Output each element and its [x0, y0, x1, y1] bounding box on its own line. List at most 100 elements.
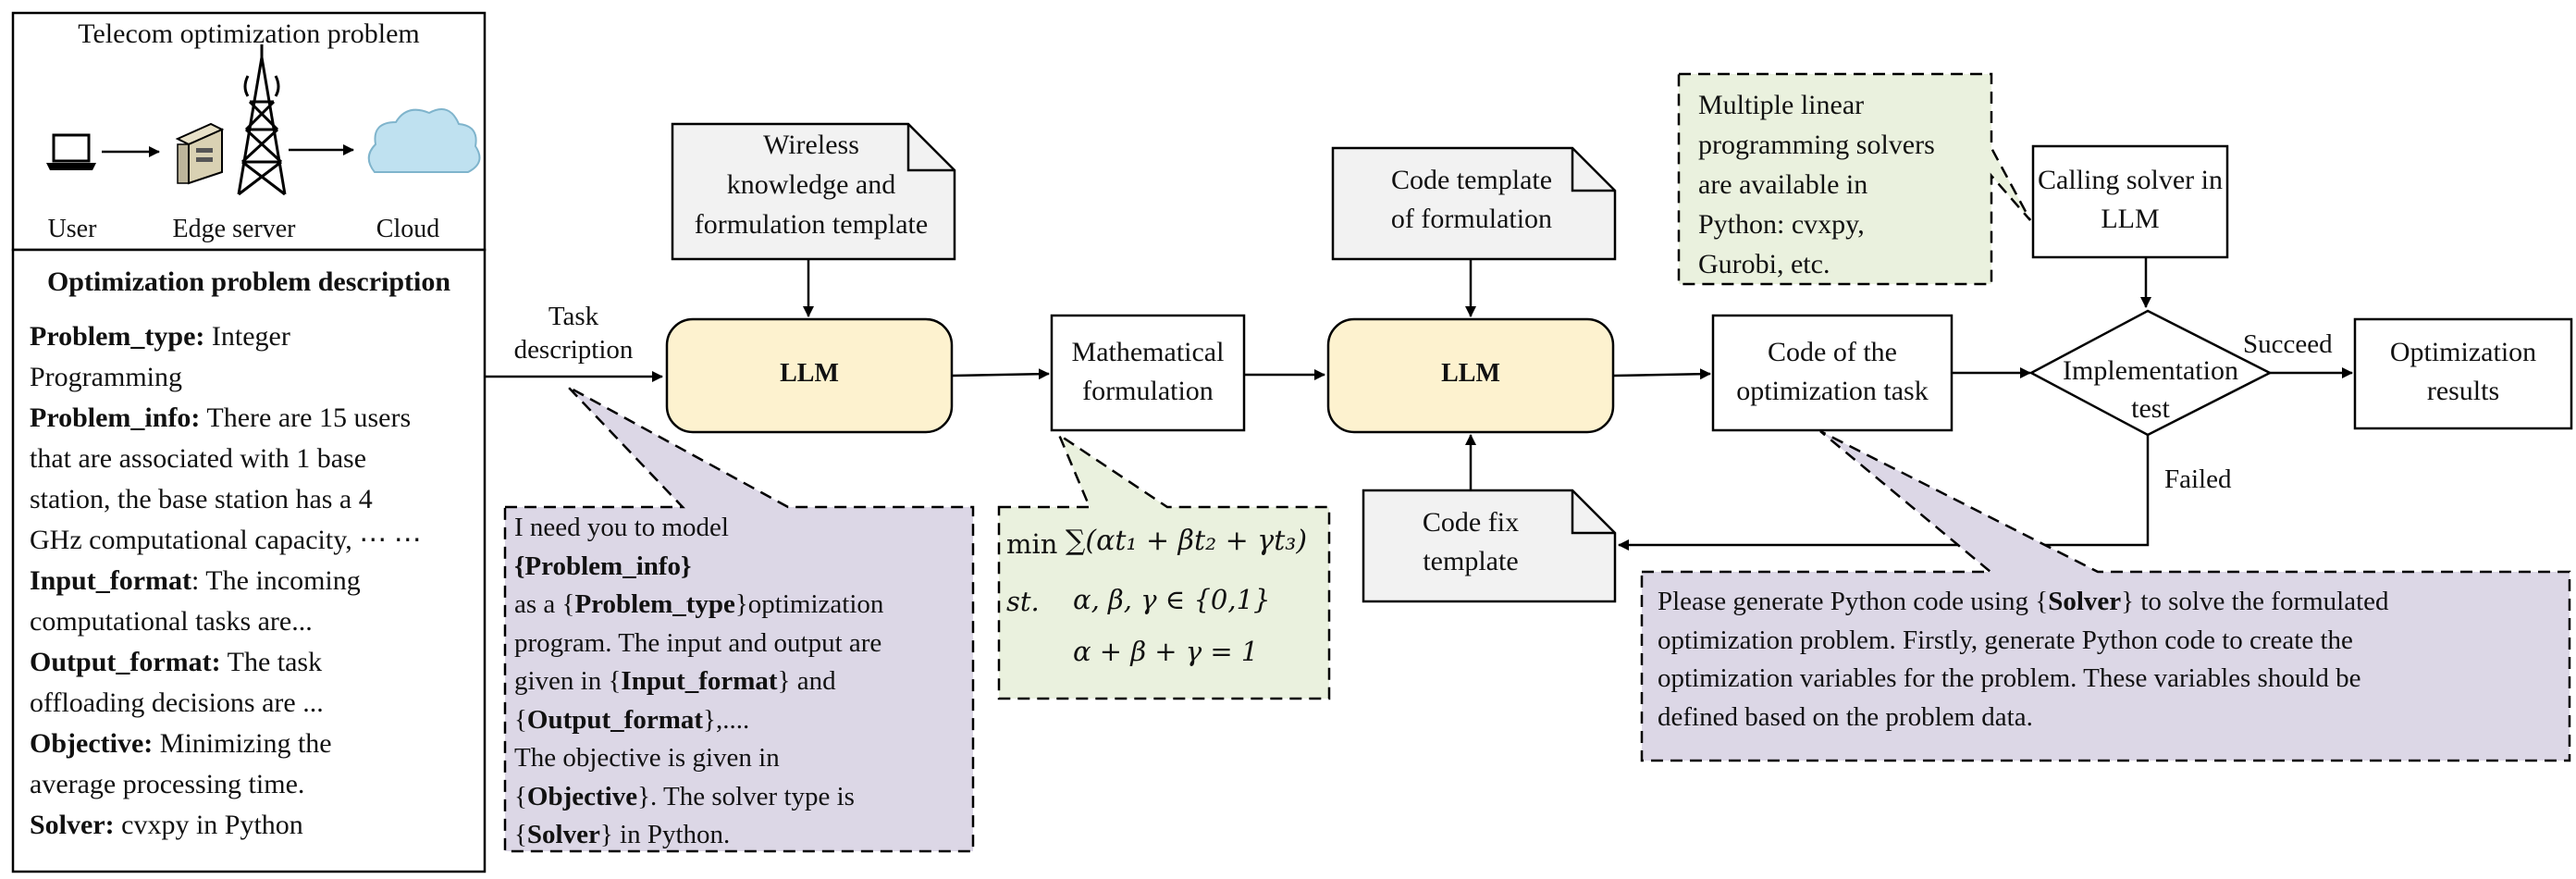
code-prompt-line-segment: optimization variables for the problem. …	[1658, 663, 2361, 693]
description-value: offloading decisions are ...	[30, 687, 324, 718]
code-prompt-line: Please generate Python code using {Solve…	[1658, 583, 2564, 622]
prompt-note-line-segment: The objective is given in	[514, 743, 780, 773]
prompt-note-line-segment: program. The input and output are	[514, 627, 882, 658]
solvers-note-line: Multiple linear	[1698, 90, 1865, 120]
code-prompt-line-segment: Please generate Python code using {	[1658, 587, 2049, 616]
code-prompt-line: optimization variables for the problem. …	[1658, 660, 2564, 699]
description-panel-title: Optimization problem description	[46, 266, 451, 297]
description-line: offloading decisions are ...	[30, 683, 483, 724]
prompt-note-line-segment: given in {	[514, 666, 622, 696]
description-line: Input_format: The incoming	[30, 561, 483, 601]
description-line: GHz computational capacity, ⋯ ⋯	[30, 520, 483, 561]
prompt-note-line-segment: Solver	[526, 820, 600, 849]
prompt-note-line: The objective is given in	[514, 739, 968, 778]
description-line: Problem_info: There are 15 users	[30, 398, 483, 439]
prompt-note-shape	[503, 385, 975, 853]
description-value: GHz computational capacity, ⋯ ⋯	[30, 525, 422, 555]
calling-solver-line-2: LLM	[2101, 204, 2160, 234]
description-value: The task	[220, 647, 323, 677]
code-prompt-note-shape	[1640, 429, 2571, 762]
code-prompt-line-segment: } to solve the formulated	[2121, 587, 2389, 616]
laptop-icon	[46, 133, 96, 170]
prompt-note-line-segment: {	[514, 781, 527, 811]
formula-constraint-1: α, β, γ ∈ {0,1}	[1073, 584, 1271, 615]
optimization-results-box	[2353, 317, 2573, 430]
description-value: average processing time.	[30, 769, 305, 799]
solvers-note-line: Python: cvxpy,	[1698, 209, 1865, 240]
implementation-test-line-2: test	[2131, 393, 2170, 424]
prompt-note-text: I need you to model {Problem_info}as a {P…	[514, 509, 968, 855]
prompt-note-line: I need you to model	[514, 509, 968, 548]
code-prompt-line-segment: optimization problem. Firstly, generate …	[1658, 625, 2353, 655]
code-template-doc-shape	[1331, 146, 1617, 261]
prompt-note-line: {Output_format},....	[514, 701, 968, 740]
description-lines: Problem_type: Integer Programming Problem_…	[30, 316, 483, 846]
prompt-note-line-segment: I need you to model	[514, 513, 729, 542]
prompt-note-line-segment: {	[514, 820, 527, 849]
knowledge-doc-line-3: formulation template	[694, 209, 929, 240]
code-prompt-line: defined based on the problem data.	[1658, 699, 2564, 737]
formula-min-label: min	[1006, 528, 1058, 560]
description-key: Solver:	[30, 810, 115, 840]
description-value: that are associated with 1 base	[30, 443, 367, 474]
description-value: There are 15 users	[200, 402, 412, 433]
code-prompt-line-segment: defined based on the problem data.	[1658, 701, 2033, 732]
prompt-note-line: {Objective}. The solver type is	[514, 778, 968, 817]
task-description-label-1: Task	[548, 302, 599, 331]
prompt-note-line-segment: {	[514, 704, 527, 735]
code-prompt-line: optimization problem. Firstly, generate …	[1658, 622, 2564, 661]
description-value: Minimizing the	[153, 728, 332, 759]
prompt-note-line-segment: Problem_type	[574, 589, 735, 619]
description-value: station, the base station has a 4	[30, 484, 373, 514]
description-value: Programming	[30, 362, 182, 392]
code-prompt-note-text: Please generate Python code using {Solve…	[1658, 583, 2564, 737]
description-value: : The incoming	[191, 565, 361, 596]
code-fix-doc-shape	[1362, 489, 1617, 603]
description-line: Output_format: The task	[30, 642, 483, 683]
implementation-test-line-1: Implementation	[2063, 355, 2238, 386]
edge-server-label: Edge server	[172, 215, 296, 243]
description-line: Objective: Minimizing the	[30, 724, 483, 764]
llm-label-1: LLM	[780, 359, 839, 388]
optimization-results-line-2: results	[2426, 376, 2500, 406]
optimization-results-line-1: Optimization	[2389, 337, 2537, 367]
description-key: Output_format:	[30, 647, 221, 677]
prompt-note-line-segment: } in Python.	[599, 820, 731, 849]
prompt-note-line: {Solver} in Python.	[514, 816, 968, 855]
code-task-line-1: Code of the	[1768, 337, 1897, 367]
prompt-note-line-segment: as a {	[514, 589, 575, 619]
solvers-note-text: Multiple linear programming solvers are av…	[1698, 85, 1985, 284]
user-label: User	[47, 215, 97, 243]
solvers-note-line: Gurobi, etc.	[1698, 249, 1830, 279]
prompt-note-line: as a {Problem_type}optimization	[514, 586, 968, 625]
knowledge-doc-shape	[671, 122, 956, 261]
prompt-note-line-segment: {Problem_info}	[514, 551, 692, 581]
math-formulation-box	[1050, 314, 1246, 432]
description-value: cvxpy in Python	[114, 810, 303, 840]
prompt-note-line-segment: }optimization	[734, 589, 884, 619]
telecom-panel-title: Telecom optimization problem	[78, 19, 420, 49]
code-template-line-1: Code template	[1390, 165, 1553, 195]
math-formulation-line-1: Mathematical	[1071, 337, 1225, 367]
knowledge-doc-line-2: knowledge and	[726, 169, 896, 200]
solvers-note-line: are available in	[1698, 169, 1868, 200]
prompt-note-line-segment: Objective	[526, 781, 638, 811]
description-panel	[11, 248, 487, 873]
description-line: average processing time.	[30, 764, 483, 805]
code-prompt-line-segment: Solver	[2048, 587, 2122, 616]
description-key: Objective:	[30, 728, 154, 759]
code-template-line-2: of formulation	[1390, 204, 1553, 234]
description-key: Problem_info:	[30, 402, 201, 433]
description-key: Input_format	[30, 565, 192, 596]
description-line: station, the base station has a 4	[30, 479, 483, 520]
formula-objective: ∑(αt₁ + βt₂ + γt₃)	[1066, 525, 1308, 557]
formula-note-shape	[997, 431, 1331, 700]
calling-solver-line-1: Calling solver in	[2038, 165, 2223, 195]
code-fix-line-2: template	[1423, 546, 1519, 576]
prompt-note-line-segment: Input_format	[621, 666, 778, 696]
formula-constraint-2: α + β + γ = 1	[1073, 636, 1259, 667]
description-line: Programming	[30, 357, 483, 398]
knowledge-doc-line-1: Wireless	[763, 130, 859, 160]
